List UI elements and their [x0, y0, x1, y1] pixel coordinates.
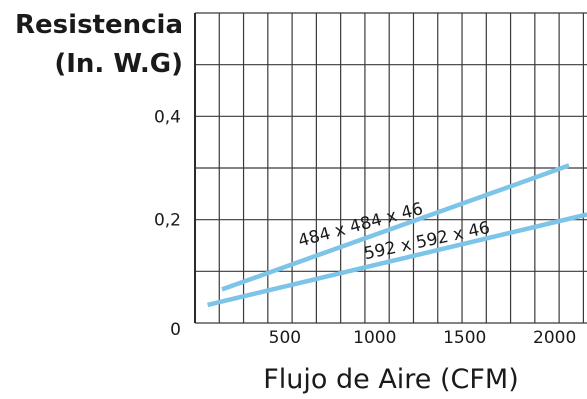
x-tick-label: 2000 — [533, 328, 576, 348]
y-tick-labels: 0 0,2 0,4 — [154, 107, 181, 340]
y-tick-label: 0 — [170, 320, 181, 340]
x-axis-label: Flujo de Aire (CFM) — [263, 364, 519, 395]
y-tick-label: 0,4 — [154, 107, 181, 127]
y-tick-label: 0,2 — [154, 211, 181, 231]
x-tick-label: 1000 — [353, 328, 396, 348]
x-tick-label: 500 — [269, 328, 301, 348]
x-tick-labels: 500 1000 1500 2000 — [269, 328, 577, 348]
y-axis-label-line-1: Resistencia — [15, 10, 183, 40]
series-layer — [208, 165, 587, 304]
y-axis-label-line-2: (In. W.G) — [54, 49, 183, 79]
x-tick-label: 1500 — [443, 328, 486, 348]
